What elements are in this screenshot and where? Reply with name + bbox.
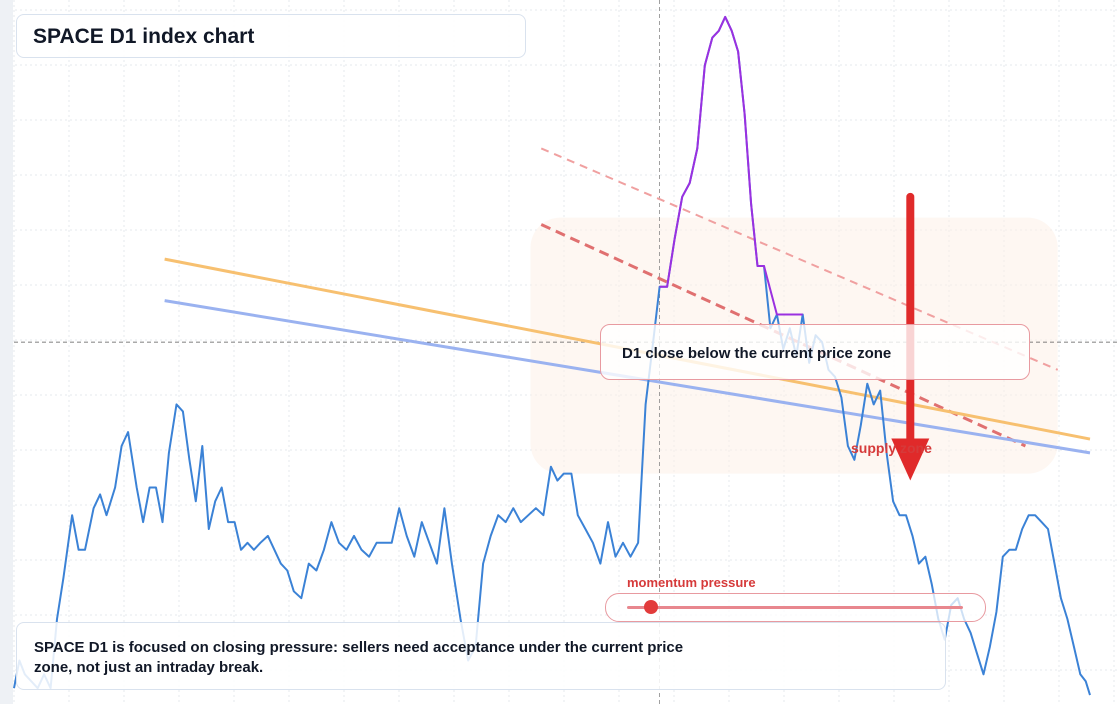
arrow-head-icon — [891, 438, 930, 481]
price-zone-callout: D1 close below the current price zone — [600, 324, 1030, 380]
resistance-line — [540, 223, 1027, 448]
note-text: SPACE D1 is focused on closing pressure:… — [34, 639, 684, 676]
supply-zone-label: supply zone — [851, 440, 932, 456]
price-line-spike — [659, 15, 803, 316]
chart-title: SPACE D1 index chart — [33, 25, 255, 48]
note-card: SPACE D1 is focused on closing pressure:… — [16, 622, 946, 690]
left-panel-edge — [0, 0, 13, 704]
momentum-track — [627, 606, 963, 609]
momentum-label: momentum pressure — [627, 575, 756, 590]
price-zone-label: D1 close below the current price zone — [622, 345, 892, 362]
momentum-gauge — [605, 593, 986, 622]
title-card: SPACE D1 index chart — [16, 14, 526, 58]
momentum-knob — [643, 600, 658, 614]
price-line — [13, 15, 1091, 696]
